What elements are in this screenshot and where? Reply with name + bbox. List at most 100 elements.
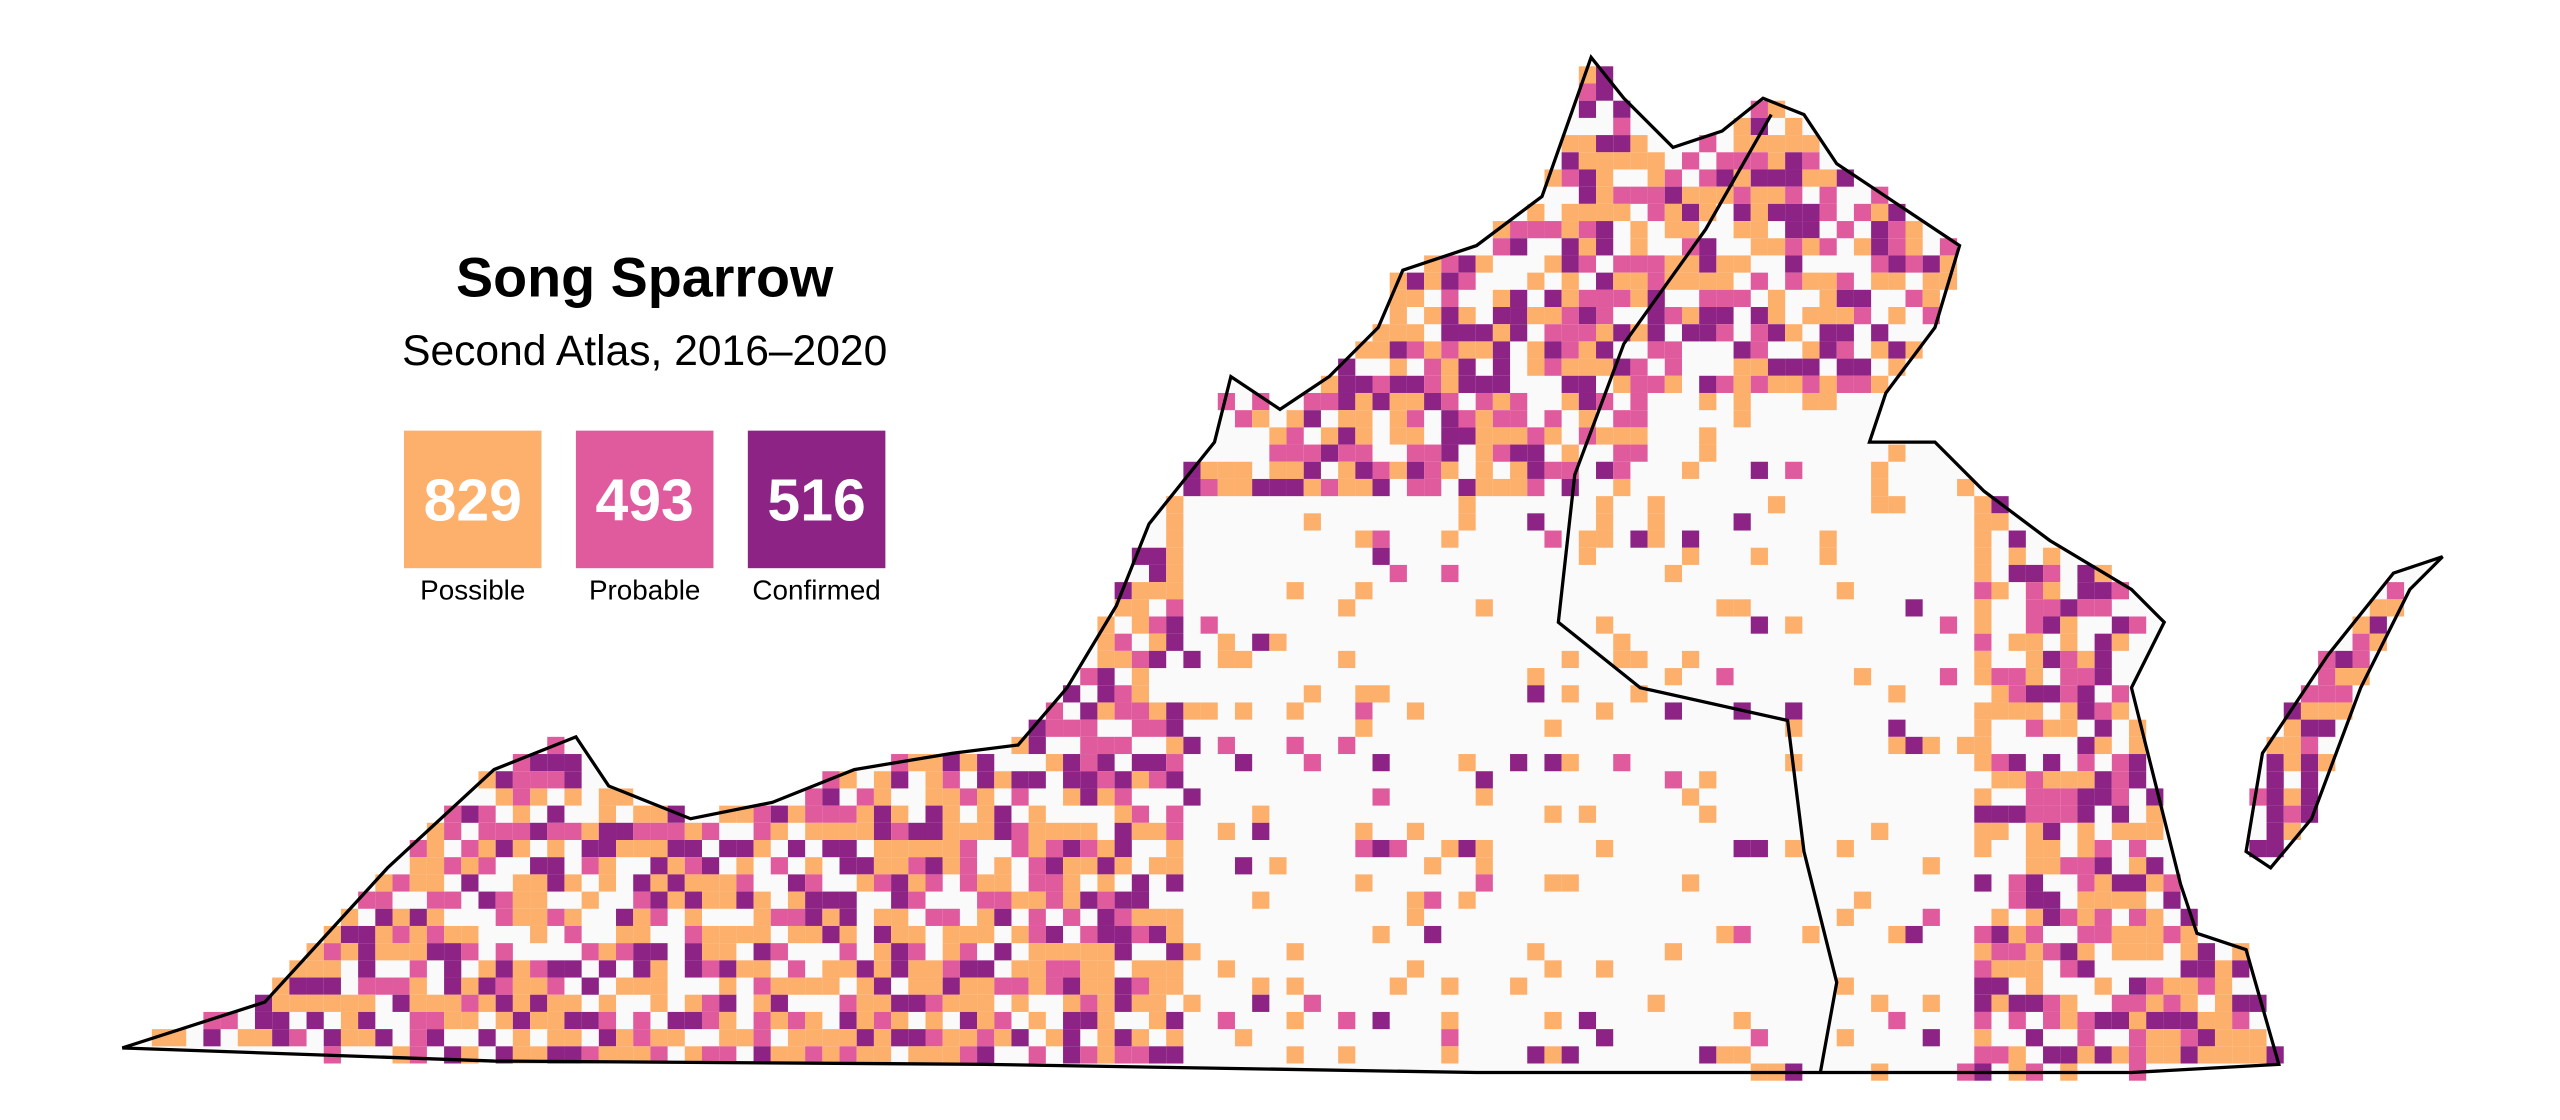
atlas-block <box>1441 324 1459 342</box>
atlas-block <box>1510 427 1528 445</box>
atlas-block <box>616 977 634 995</box>
atlas-block <box>1424 925 1442 944</box>
atlas-block <box>684 994 702 1012</box>
atlas-block <box>891 960 909 978</box>
atlas-block <box>1733 221 1751 239</box>
atlas-block <box>530 1011 548 1030</box>
atlas-block <box>942 943 960 961</box>
atlas-block <box>1785 461 1803 479</box>
atlas-block <box>392 994 410 1012</box>
atlas-block <box>1424 375 1442 393</box>
atlas-block <box>1441 255 1459 273</box>
atlas-block <box>839 925 857 944</box>
atlas-block <box>1114 994 1132 1012</box>
atlas-block <box>1406 392 1425 411</box>
atlas-block <box>1355 874 1373 892</box>
atlas-block <box>1596 616 1614 634</box>
atlas-block <box>1286 977 1304 995</box>
atlas-block <box>1286 1011 1304 1030</box>
atlas-block <box>495 771 513 789</box>
atlas-block <box>2146 994 2164 1012</box>
atlas-block <box>1578 1011 1597 1030</box>
atlas-block <box>1441 1029 1459 1047</box>
atlas-block <box>1750 324 1768 342</box>
atlas-block <box>1991 1046 2009 1064</box>
atlas-block <box>1561 324 1579 342</box>
atlas-block <box>1991 582 2009 600</box>
atlas-block <box>1544 874 1562 892</box>
atlas-block <box>2352 650 2370 669</box>
atlas-block <box>2129 857 2147 875</box>
atlas-block <box>1836 324 1854 342</box>
atlas-block <box>2163 977 2181 995</box>
atlas-block <box>2111 891 2130 909</box>
atlas-block <box>908 925 926 944</box>
atlas-block <box>375 925 393 944</box>
atlas-block <box>1475 840 1493 858</box>
atlas-block <box>1561 255 1579 273</box>
atlas-block <box>1114 650 1132 669</box>
atlas-block <box>1922 1029 1940 1047</box>
atlas-block <box>1097 891 1115 909</box>
atlas-block <box>1527 272 1545 290</box>
legend-label: Probable <box>589 574 700 605</box>
atlas-block <box>1166 496 1184 514</box>
atlas-block <box>1458 754 1476 772</box>
atlas-block <box>2025 564 2044 583</box>
atlas-block <box>1596 307 1614 325</box>
atlas-block <box>1613 478 1631 497</box>
atlas-block <box>1613 152 1631 170</box>
atlas-block <box>2094 736 2112 755</box>
atlas-block <box>1510 478 1528 497</box>
legend-swatch <box>747 430 886 569</box>
atlas-block <box>1871 375 1889 393</box>
atlas-block <box>1974 1011 1992 1030</box>
atlas-block <box>1699 289 1717 308</box>
atlas-block <box>512 908 531 926</box>
atlas-block <box>1939 668 1958 686</box>
atlas-block <box>1647 341 1665 359</box>
atlas-block <box>1630 186 1648 204</box>
atlas-block <box>2077 564 2095 583</box>
atlas-block <box>1252 891 1270 909</box>
atlas-block <box>616 943 634 961</box>
atlas-block <box>1578 530 1597 548</box>
atlas-block <box>1596 83 1614 101</box>
atlas-block <box>2232 1029 2250 1047</box>
atlas-block <box>1269 633 1287 651</box>
atlas-block <box>323 943 341 961</box>
atlas-block <box>530 925 548 944</box>
atlas-block <box>1561 289 1579 308</box>
atlas-block <box>1372 1011 1390 1030</box>
atlas-block <box>1716 169 1734 187</box>
atlas-block <box>684 840 702 858</box>
atlas-block <box>1819 307 1837 325</box>
atlas-block <box>512 1011 531 1030</box>
atlas-block <box>633 925 651 944</box>
atlas-block <box>1596 341 1614 359</box>
atlas-block <box>1424 392 1442 411</box>
atlas-block <box>959 788 978 806</box>
atlas-block <box>1166 616 1184 634</box>
atlas-block <box>1011 840 1029 858</box>
atlas-block <box>1406 461 1425 479</box>
atlas-block <box>701 1011 720 1030</box>
atlas-block <box>1750 272 1768 290</box>
atlas-block <box>1578 135 1597 153</box>
atlas-block <box>1114 840 1132 858</box>
atlas-block <box>1922 994 1940 1012</box>
atlas-block <box>1699 392 1717 411</box>
atlas-block <box>1544 719 1562 737</box>
atlas-block <box>1785 616 1803 634</box>
atlas-block <box>2111 616 2130 634</box>
atlas-block <box>1458 358 1476 376</box>
atlas-block <box>701 960 720 978</box>
atlas-block <box>736 874 754 892</box>
atlas-block <box>1045 874 1064 892</box>
atlas-block <box>1252 410 1270 428</box>
atlas-block <box>1647 169 1665 187</box>
atlas-block <box>942 1029 960 1047</box>
atlas-block <box>581 1011 599 1030</box>
atlas-block <box>753 908 771 926</box>
atlas-block <box>1131 822 1150 840</box>
